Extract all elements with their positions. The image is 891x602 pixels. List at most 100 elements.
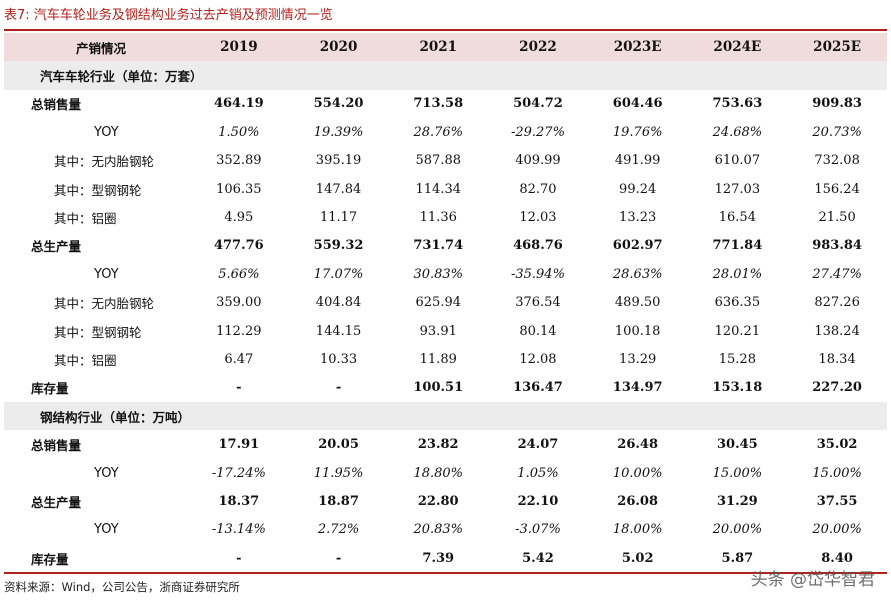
- table-cell: 21.50: [818, 210, 856, 226]
- table-cell: 17.91: [218, 437, 260, 453]
- table-cell: -: [335, 380, 342, 396]
- table-cell: 636.35: [714, 295, 761, 311]
- table-title: 表7: 汽车车轮业务及钢结构业务过去产销及预测情况一览: [4, 8, 333, 23]
- table-cell: 10.33: [319, 351, 358, 367]
- table-cell: 18.37: [218, 493, 260, 509]
- table-cell: 153.18: [712, 380, 763, 396]
- table-cell: 19.39%: [313, 124, 364, 140]
- table-cell: 587.88: [415, 153, 462, 169]
- table-cell: 127.03: [714, 181, 761, 197]
- table-cell: 7.39: [422, 550, 455, 566]
- table-cell: 144.15: [315, 323, 362, 339]
- section-row: 汽车车轮行业（单位：万套）: [4, 61, 887, 90]
- table-row: 总销售量 464.19 554.20 713.58 504.72 604.46 753.63…: [4, 90, 887, 118]
- table-cell: 12.08: [519, 351, 557, 367]
- table-cell: 10.00%: [612, 465, 663, 481]
- table-row: 其中：铝圈 6.47 10.33 11.89 12.08 13.29 15.28 18.34: [4, 345, 887, 373]
- table-row: 其中：无内胎钢轮 359.00 404.84 625.94 376.54 489.50 63…: [4, 289, 887, 317]
- table-cell: 136.47: [513, 380, 563, 396]
- table-cell: 156.24: [814, 181, 860, 197]
- table-cell: 5.42: [522, 550, 554, 566]
- table-row: YOY -17.24% 11.95% 18.80% 1.05% 10.00% 15.00% 1…: [4, 459, 887, 487]
- table-cell: 114.34: [415, 181, 462, 197]
- table-cell: 227.20: [812, 380, 862, 396]
- table-row: 库存量 - - 100.51 136.47 134.97 153.18 227.20: [4, 374, 887, 402]
- bottom-divider: [4, 572, 887, 574]
- table-cell: 732.08: [814, 153, 860, 169]
- row-label: 总生产量: [31, 239, 82, 255]
- table-cell: 28.01%: [712, 266, 763, 282]
- table-cell: 20.00%: [812, 522, 862, 538]
- table-cell: 15.00%: [712, 465, 763, 481]
- column-header: 2023E: [587, 33, 688, 62]
- table-cell: 12.03: [519, 210, 557, 226]
- table-cell: 35.02: [816, 437, 858, 453]
- table-cell: -13.14%: [211, 522, 266, 538]
- table-cell: 352.89: [216, 153, 262, 169]
- table-row: 其中：型钢钢轮 106.35 147.84 114.34 82.70 99.24 127.0…: [4, 175, 887, 203]
- table-cell: 559.32: [313, 238, 364, 254]
- section-heading: 汽车车轮行业（单位：万套）: [4, 61, 887, 90]
- table-cell: 554.20: [313, 96, 364, 112]
- row-label: YOY: [94, 465, 119, 481]
- table-row: 其中：铝圈 4.95 11.17 11.36 12.03 13.23 16.54 21.50: [4, 203, 887, 231]
- table-cell: 1.05%: [517, 465, 559, 481]
- table-cell: 19.76%: [612, 124, 663, 140]
- row-label: YOY: [94, 124, 119, 140]
- column-header: 2022: [488, 33, 588, 62]
- table-cell: 477.76: [213, 238, 264, 254]
- table-cell: 99.24: [619, 181, 657, 197]
- table-cell: 5.87: [721, 550, 754, 566]
- table-cell: 713.58: [413, 96, 464, 112]
- table-cell: 31.29: [717, 493, 758, 509]
- table-cell: -: [236, 550, 242, 566]
- table-cell: 18.00%: [612, 522, 663, 538]
- table-row: 总生产量 18.37 18.87 22.80 22.10 26.08 31.29 37.55: [4, 487, 887, 515]
- watermark: 头条 @岱华智君: [750, 570, 875, 590]
- table-cell: 610.07: [714, 153, 761, 169]
- table-cell: 2.72%: [317, 522, 360, 538]
- table-cell: 37.55: [816, 493, 858, 509]
- table-cell: 464.19: [213, 96, 264, 112]
- table-cell: 468.76: [513, 238, 563, 254]
- table-row: YOY -13.14% 2.72% 20.83% -3.07% 18.00% 20.00% 2…: [4, 516, 887, 544]
- row-label: 总销售量: [31, 97, 82, 113]
- table-row: 其中：无内胎钢轮 352.89 395.19 587.88 409.99 491.99 61…: [4, 147, 887, 175]
- row-label: 库存量: [31, 381, 69, 397]
- table-cell: 15.28: [718, 351, 756, 367]
- source-note: 资料来源：Wind，公司公告，浙商证券研究所: [4, 580, 240, 594]
- table-cell: 5.66%: [218, 266, 260, 282]
- table-cell: 20.00%: [712, 522, 763, 538]
- row-label: 其中：铝圈: [54, 352, 117, 368]
- table-cell: 6.47: [224, 351, 254, 367]
- table-cell: 147.84: [315, 181, 362, 197]
- table-cell: 359.00: [216, 295, 262, 311]
- table-cell: 24.07: [517, 437, 559, 453]
- table-cell: 80.14: [519, 323, 557, 339]
- table-cell: 22.10: [517, 493, 559, 509]
- table-cell: 602.97: [612, 238, 663, 254]
- table-cell: 28.63%: [612, 266, 663, 282]
- table-cell: 491.99: [614, 153, 661, 169]
- row-label: YOY: [94, 266, 119, 282]
- table-row: 其中：型钢钢轮 112.29 144.15 93.91 80.14 100.18 120.2…: [4, 317, 887, 345]
- row-label: YOY: [94, 522, 119, 538]
- table-cell: -: [335, 550, 342, 566]
- table-cell: 604.46: [612, 96, 663, 112]
- header-row: 产销情况 2019 2020 2021 2022 2023E 2024E 202…: [4, 33, 887, 62]
- production-sales-table: 产销情况 2019 2020 2021 2022 2023E 2024E 202…: [4, 33, 887, 572]
- table-cell: 16.54: [718, 210, 756, 226]
- table-cell: 5.02: [621, 550, 654, 566]
- table-row: 总销售量 17.91 20.05 23.82 24.07 26.48 30.45 35.02: [4, 430, 887, 458]
- column-header: 2019: [189, 33, 289, 62]
- table-cell: 26.48: [617, 437, 659, 453]
- row-label: 其中：型钢钢轮: [54, 324, 142, 340]
- table-cell: 106.35: [216, 181, 262, 197]
- table-cell: 100.18: [614, 323, 661, 339]
- table-cell: 15.00%: [812, 465, 862, 481]
- table-cell: -17.24%: [211, 465, 266, 481]
- table-cell: 827.26: [814, 295, 860, 311]
- table-cell: 731.74: [413, 238, 464, 254]
- table-row: YOY 1.50% 19.39% 28.76% -29.27% 19.76% 24.68% 2…: [4, 118, 887, 146]
- table-cell: 771.84: [712, 238, 763, 254]
